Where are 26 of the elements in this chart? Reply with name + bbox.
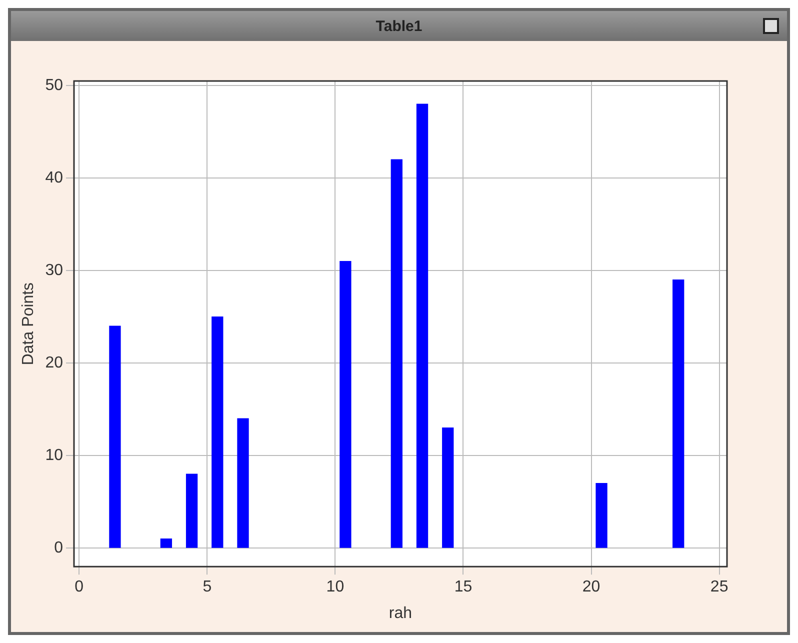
x-tick-label: 25 xyxy=(710,578,728,596)
y-tick-label: 20 xyxy=(45,354,64,372)
y-tick-label: 40 xyxy=(45,170,64,187)
y-tick-label: 0 xyxy=(54,540,64,557)
y-tick-label: 10 xyxy=(45,447,64,464)
x-axis-title: rah xyxy=(388,604,412,622)
y-tick-label: 30 xyxy=(45,262,64,280)
bar xyxy=(212,316,224,548)
x-tick-label: 5 xyxy=(202,578,212,596)
bar xyxy=(672,280,684,548)
bar xyxy=(390,159,402,548)
bar xyxy=(442,428,454,548)
bar xyxy=(237,418,249,548)
chart-title: Table1 xyxy=(376,18,422,34)
x-tick-label: 0 xyxy=(74,578,84,596)
y-axis-title: Data Points xyxy=(20,282,38,366)
bar xyxy=(340,261,352,548)
x-tick-label: 10 xyxy=(326,578,344,596)
bar xyxy=(596,483,608,548)
bar xyxy=(186,474,198,548)
bar xyxy=(109,326,121,548)
x-tick-label: 15 xyxy=(454,578,472,596)
y-tick-label: 50 xyxy=(45,77,64,94)
x-tick-label: 20 xyxy=(582,578,600,596)
bar xyxy=(416,104,428,548)
bar xyxy=(160,538,172,548)
